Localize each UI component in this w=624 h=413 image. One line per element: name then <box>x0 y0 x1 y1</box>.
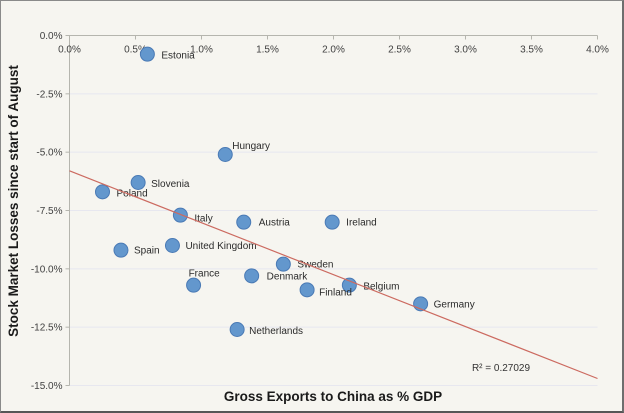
point-label: Netherlands <box>249 326 303 337</box>
data-point <box>130 175 146 190</box>
tick-labels-layer: 0.0% 0.5% 1.0% 1.5% 2.0% 2.5% 3.0% 3.5% 4.0% 0.0%… <box>31 31 609 392</box>
y-tick-label: -15.0% <box>31 381 63 392</box>
point-label: Sweden <box>297 260 333 271</box>
point-label: Poland <box>117 188 148 199</box>
point-label: Ireland <box>346 218 377 229</box>
point-label: Finland <box>319 287 352 298</box>
axes-layer <box>65 35 598 386</box>
y-tick-label: -12.5% <box>31 323 63 334</box>
x-axis-title: Gross Exports to China as % GDP <box>224 389 442 404</box>
data-point <box>164 238 180 253</box>
point-label: Belgium <box>363 282 399 293</box>
data-point <box>244 268 260 284</box>
data-point <box>172 207 188 223</box>
x-tick-label: 2.5% <box>388 45 411 56</box>
x-tick-label: 3.5% <box>520 45 543 56</box>
x-tick-label: 1.0% <box>190 45 213 56</box>
y-tick-label: -10.0% <box>31 264 63 275</box>
y-tick-label: -2.5% <box>36 89 62 100</box>
x-tick-label: 0.0% <box>58 45 81 56</box>
point-label: Spain <box>134 246 160 257</box>
data-point <box>95 184 110 200</box>
x-tick-label: 3.0% <box>454 45 477 56</box>
data-point <box>217 147 233 162</box>
point-label: Denmark <box>267 271 309 282</box>
point-label: Austria <box>259 218 291 229</box>
point-label: France <box>189 269 221 280</box>
y-tick-label: -7.5% <box>36 206 62 217</box>
x-tick-label: 4.0% <box>586 45 609 56</box>
data-point <box>186 277 202 293</box>
data-point <box>113 242 129 258</box>
data-point <box>324 214 340 230</box>
point-label: Hungary <box>232 141 270 152</box>
trendline-layer <box>69 170 598 380</box>
point-label: Estonia <box>161 51 195 62</box>
point-label: United Kingdom <box>185 241 256 252</box>
point-label: Slovenia <box>151 179 190 190</box>
r-squared-label: R² = 0.27029 <box>472 363 531 374</box>
data-point <box>139 46 155 62</box>
y-axis-title: Stock Market Losses since start of Augus… <box>6 65 21 337</box>
x-tick-label: 2.0% <box>322 45 345 56</box>
data-point <box>299 282 315 298</box>
point-label: Germany <box>434 299 475 310</box>
x-tick-label: 0.5% <box>124 45 147 56</box>
data-point <box>275 256 291 272</box>
x-tick-label: 1.5% <box>256 45 279 56</box>
gridlines-layer <box>69 93 598 386</box>
point-label: Italy <box>194 214 212 225</box>
data-point <box>236 214 252 230</box>
y-tick-label: -5.0% <box>36 148 62 159</box>
data-point <box>229 322 245 337</box>
y-tick-label: 0.0% <box>40 31 63 42</box>
trendline <box>69 170 598 380</box>
data-points-layer <box>95 46 429 337</box>
